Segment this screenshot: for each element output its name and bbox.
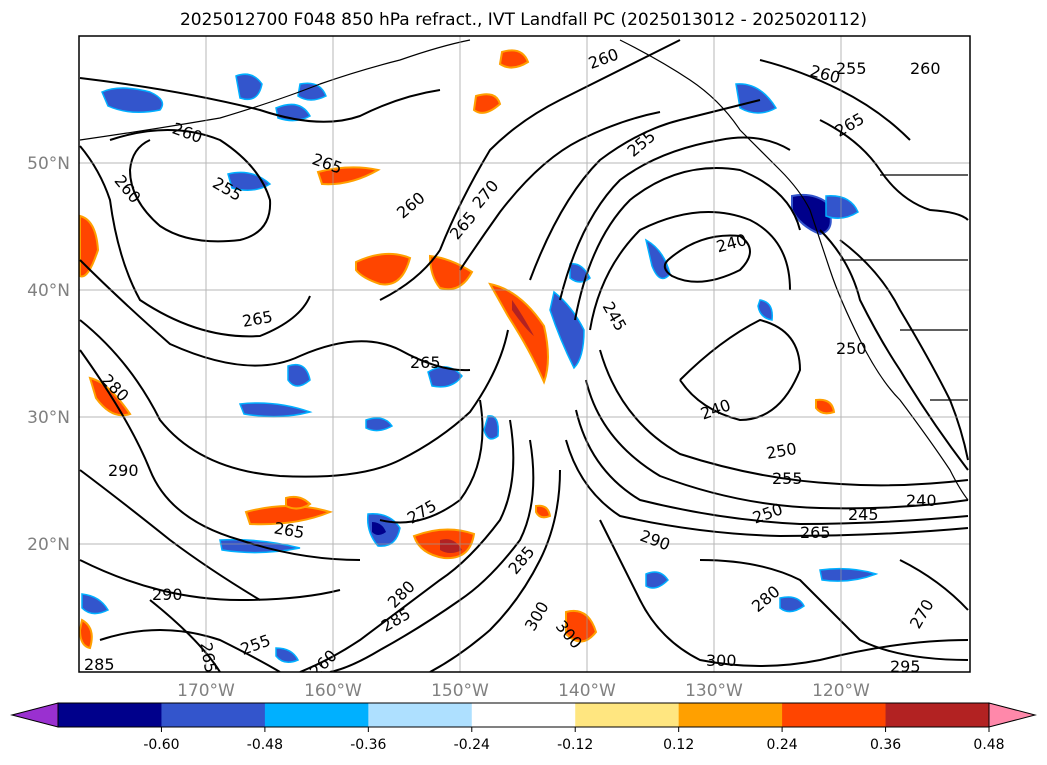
colorbar-segment <box>575 703 680 727</box>
lat-label-20n: 20°N <box>27 535 70 555</box>
contour-label: 300 <box>706 651 737 670</box>
lon-label-120w: 120°W <box>812 681 870 701</box>
colorbar-extend-max <box>988 702 1037 728</box>
colorbar-tick-label: -0.12 <box>557 737 593 753</box>
lon-label-150w: 150°W <box>431 681 489 701</box>
contour-label: 240 <box>906 491 937 510</box>
colorbar-segment <box>782 703 887 727</box>
contour-label: 265 <box>800 523 831 542</box>
colorbar-tick-label: -0.48 <box>247 737 283 753</box>
colorbar-tick-label: -0.36 <box>350 737 386 753</box>
lat-label-50n: 50°N <box>27 154 70 174</box>
lat-label-30n: 30°N <box>27 408 70 428</box>
contour-label: 290 <box>152 585 183 604</box>
contour-label: 265 <box>410 353 441 372</box>
map-frame <box>78 35 971 673</box>
lon-label-170w: 170°W <box>177 681 235 701</box>
lon-label-130w: 130°W <box>685 681 743 701</box>
graticule <box>79 36 970 672</box>
refractivity-contours <box>79 39 969 672</box>
contour-label: 285 <box>84 655 115 674</box>
lon-label-140w: 140°W <box>558 681 616 701</box>
colorbar: -0.60 -0.48 -0.36 -0.24 -0.12 0.12 0.24 0.36 0.4… <box>10 702 1037 753</box>
colorbar-tick-label: 0.48 <box>973 737 1004 753</box>
contour-label: 265 <box>196 641 220 674</box>
map-panel <box>79 36 970 672</box>
colorbar-segment <box>58 703 162 727</box>
lon-label-160w: 160°W <box>304 681 362 701</box>
colorbar-segment <box>161 703 266 727</box>
colorbar-outline <box>57 702 990 728</box>
contour-label: 290 <box>108 461 139 480</box>
colorbar-segment <box>368 703 473 727</box>
contour-label: 250 <box>836 339 867 358</box>
longitude-labels: 170°W 160°W 150°W 140°W 130°W 120°W <box>177 681 870 701</box>
map-contents: 260 255 260 265 260 260 255 265 265 270 … <box>79 36 970 676</box>
contour-label: 245 <box>848 505 879 524</box>
lat-label-40n: 40°N <box>27 281 70 301</box>
contour-label: 295 <box>890 657 921 676</box>
colorbar-tick-label: 0.36 <box>870 737 901 753</box>
contour-labels: 260 255 260 265 260 260 255 265 265 270 … <box>84 45 941 676</box>
colorbar-tick-label: -0.24 <box>454 737 490 753</box>
colorbar-segment <box>264 703 369 727</box>
colorbar-segment <box>678 703 783 727</box>
contour-label: 255 <box>836 59 867 78</box>
colorbar-segment <box>885 703 990 727</box>
coastlines <box>79 39 969 501</box>
contour-label: 255 <box>772 469 803 488</box>
latitude-labels: 50°N 40°N 30°N 20°N <box>27 154 70 555</box>
colorbar-tick-label: 0.24 <box>767 737 798 753</box>
colorbar-segment <box>471 703 576 727</box>
colorbar-extend-min <box>10 702 59 728</box>
colorbar-tick-label: 0.12 <box>663 737 694 753</box>
colorbar-tick-label: -0.60 <box>143 737 179 753</box>
contour-label: 260 <box>910 59 941 78</box>
map-title: 2025012700 F048 850 hPa refract., IVT La… <box>179 10 867 30</box>
